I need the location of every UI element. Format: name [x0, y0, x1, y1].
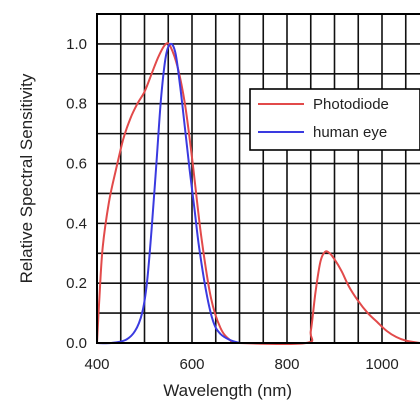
- y-tick-label: 0.0: [66, 335, 87, 352]
- y-tick-label: 0.6: [66, 156, 87, 173]
- y-tick-label: 0.8: [66, 96, 87, 113]
- y-tick-label: 1.0: [66, 36, 87, 53]
- y-tick-label: 0.4: [66, 215, 87, 232]
- x-axis-label: Wavelength (nm): [163, 381, 292, 400]
- x-tick-label: 400: [84, 356, 109, 373]
- x-tick-label: 600: [179, 356, 204, 373]
- y-axis-label: Relative Spectral Sensitivity: [17, 73, 36, 283]
- x-tick-label: 800: [274, 356, 299, 373]
- plot-area-frame: [96, 13, 420, 344]
- series-line-human-eye: [96, 42, 240, 345]
- legend-box: [249, 88, 420, 151]
- legend-label-photodiode: Photodiode: [313, 96, 389, 113]
- legend-label-human-eye: human eye: [313, 124, 387, 141]
- x-tick-label: 1000: [365, 356, 398, 373]
- legend: Photodiode human eye: [249, 88, 420, 151]
- y-tick-label: 0.2: [66, 275, 87, 292]
- grid-lines: [97, 14, 420, 343]
- tick-labels: 400 600 800 1000 0.0 0.2 0.4 0.6 0.8 1.0: [66, 36, 399, 373]
- series-line-photodiode: [96, 42, 420, 345]
- series-layer: [96, 42, 420, 345]
